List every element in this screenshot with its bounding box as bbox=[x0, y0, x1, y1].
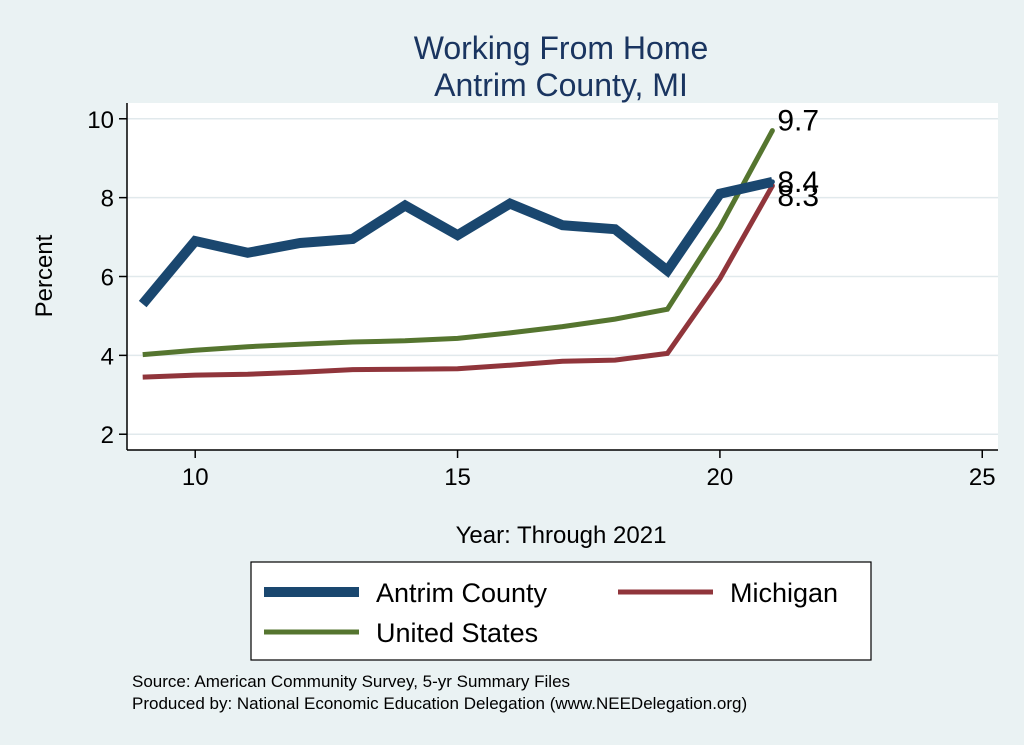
y-tick-label: 6 bbox=[101, 265, 114, 292]
legend-label-antrim-county: Antrim County bbox=[376, 578, 548, 608]
end-label-antrim-county: 8.4 bbox=[777, 166, 819, 199]
series-lines bbox=[138, 128, 775, 380]
end-point-united-states bbox=[769, 128, 775, 134]
legend-label-united-states: United States bbox=[376, 618, 538, 648]
x-axis-ticks: 10 15 20 25 bbox=[182, 450, 996, 491]
legend-label-michigan: Michigan bbox=[730, 578, 838, 608]
x-tick-label: 20 bbox=[707, 464, 734, 491]
x-tick-label: 25 bbox=[969, 464, 996, 491]
x-axis-label: Year: Through 2021 bbox=[456, 522, 667, 549]
x-tick-label: 15 bbox=[444, 464, 471, 491]
end-labels: 8.48.3 9.7 bbox=[777, 105, 819, 213]
y-tick-label: 8 bbox=[101, 186, 114, 213]
grid-lines bbox=[127, 118, 998, 435]
legend bbox=[250, 561, 872, 661]
x-tick-label: 10 bbox=[182, 464, 209, 491]
legend-items: Antrim County Michigan United States bbox=[264, 578, 838, 648]
y-tick-label: 2 bbox=[101, 422, 114, 449]
y-axis-ticks: 2 4 6 8 10 bbox=[87, 107, 127, 449]
y-axis-label: Percent bbox=[31, 234, 58, 317]
end-point-antrim-county bbox=[769, 179, 775, 185]
end-label-michigan: 8.3 bbox=[777, 180, 819, 213]
source-line-2: Produced by: National Economic Education… bbox=[132, 694, 747, 713]
end-label-united-states: 9.7 bbox=[777, 105, 819, 138]
y-tick-label: 10 bbox=[87, 107, 114, 134]
chart-title-line-2: Antrim County, MI bbox=[434, 67, 688, 103]
source-line-1: Source: American Community Survey, 5-yr … bbox=[132, 672, 570, 691]
y-tick-label: 4 bbox=[101, 343, 114, 370]
chart-title-line-1: Working From Home bbox=[414, 30, 709, 66]
